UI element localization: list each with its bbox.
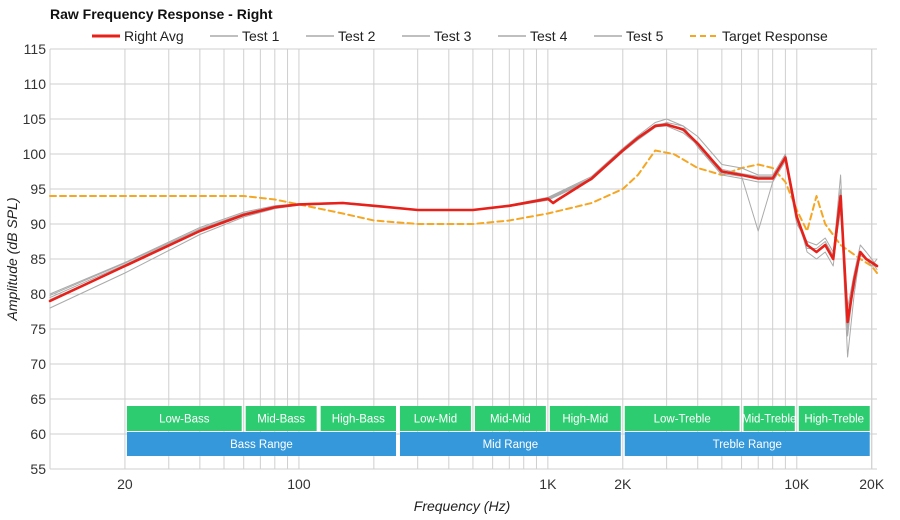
band-low-treble bbox=[624, 406, 740, 431]
band-label: Mid-Treble bbox=[742, 414, 797, 426]
band-high-mid bbox=[549, 406, 621, 431]
y-tick-label: 105 bbox=[23, 111, 47, 127]
x-tick-label: 10K bbox=[784, 476, 810, 492]
band-treble-range bbox=[624, 432, 870, 456]
legend: Right Avg Test 1 Test 2 Test 3 Test 4 Test 5 T… bbox=[92, 28, 828, 44]
legend-label: Test 3 bbox=[434, 28, 472, 44]
band-label: Mid-Mid bbox=[490, 414, 531, 426]
y-axis-label: Amplitude (dB SPL) bbox=[4, 198, 20, 322]
y-tick-label: 85 bbox=[30, 251, 46, 267]
y-tick-label: 60 bbox=[30, 426, 46, 442]
band-label: Low-Treble bbox=[654, 414, 711, 426]
legend-label: Test 4 bbox=[530, 28, 568, 44]
y-tick-label: 80 bbox=[30, 286, 46, 302]
series-test-3 bbox=[49, 122, 878, 337]
band-low-bass bbox=[126, 406, 242, 431]
legend-label: Test 1 bbox=[242, 28, 280, 44]
band-mid-range bbox=[399, 432, 621, 456]
y-tick-label: 100 bbox=[23, 146, 47, 162]
band-high-bass bbox=[320, 406, 396, 431]
y-tick-label: 110 bbox=[24, 76, 47, 92]
x-tick-label: 100 bbox=[287, 476, 311, 492]
band-high-treble bbox=[798, 406, 870, 431]
band-low-mid bbox=[399, 406, 471, 431]
legend-label: Target Response bbox=[722, 28, 828, 44]
x-tick-label: 20K bbox=[859, 476, 885, 492]
series-right-avg bbox=[48, 123, 879, 324]
series-lines bbox=[48, 118, 879, 358]
x-axis-ticks: 20 100 1K 2K 10K 20K bbox=[117, 476, 885, 492]
y-tick-label: 55 bbox=[30, 461, 46, 477]
legend-label: Right Avg bbox=[124, 28, 184, 44]
band-label: High-Mid bbox=[562, 414, 608, 426]
band-mid-treble bbox=[743, 406, 795, 431]
band-label: Bass Range bbox=[230, 439, 293, 451]
band-label: High-Bass bbox=[332, 414, 385, 426]
band-bass-range bbox=[126, 432, 396, 456]
y-tick-label: 115 bbox=[24, 41, 47, 57]
y-tick-label: 95 bbox=[30, 181, 46, 197]
series-target-response bbox=[49, 149, 878, 274]
x-tick-label: 2K bbox=[614, 476, 632, 492]
x-axis-label: Frequency (Hz) bbox=[414, 498, 510, 514]
legend-label: Test 2 bbox=[338, 28, 376, 44]
y-tick-label: 90 bbox=[30, 216, 46, 232]
band-label: Mid Range bbox=[483, 439, 539, 451]
y-tick-label: 75 bbox=[30, 321, 46, 337]
band-label: Mid-Bass bbox=[257, 414, 305, 426]
band-label: High-Treble bbox=[804, 414, 864, 426]
band-mid-bass bbox=[245, 406, 317, 431]
y-axis-ticks: 55 60 65 70 75 80 85 90 95 100 105 110 115 bbox=[23, 41, 47, 477]
y-tick-label: 65 bbox=[30, 391, 46, 407]
frequency-bands: Low-Bass Mid-Bass High-Bass Low-Mid Mid-Mid H… bbox=[126, 406, 870, 456]
legend-label: Test 5 bbox=[626, 28, 664, 44]
band-label: Low-Bass bbox=[159, 414, 210, 426]
x-tick-label: 1K bbox=[539, 476, 557, 492]
band-mid-mid bbox=[474, 406, 546, 431]
series-test-5 bbox=[49, 123, 878, 330]
band-label: Low-Mid bbox=[414, 414, 457, 426]
y-tick-label: 70 bbox=[30, 356, 46, 372]
grid bbox=[49, 48, 877, 470]
band-label: Treble Range bbox=[713, 439, 782, 451]
x-tick-label: 20 bbox=[117, 476, 133, 492]
chart-title: Raw Frequency Response - Right bbox=[50, 6, 273, 22]
